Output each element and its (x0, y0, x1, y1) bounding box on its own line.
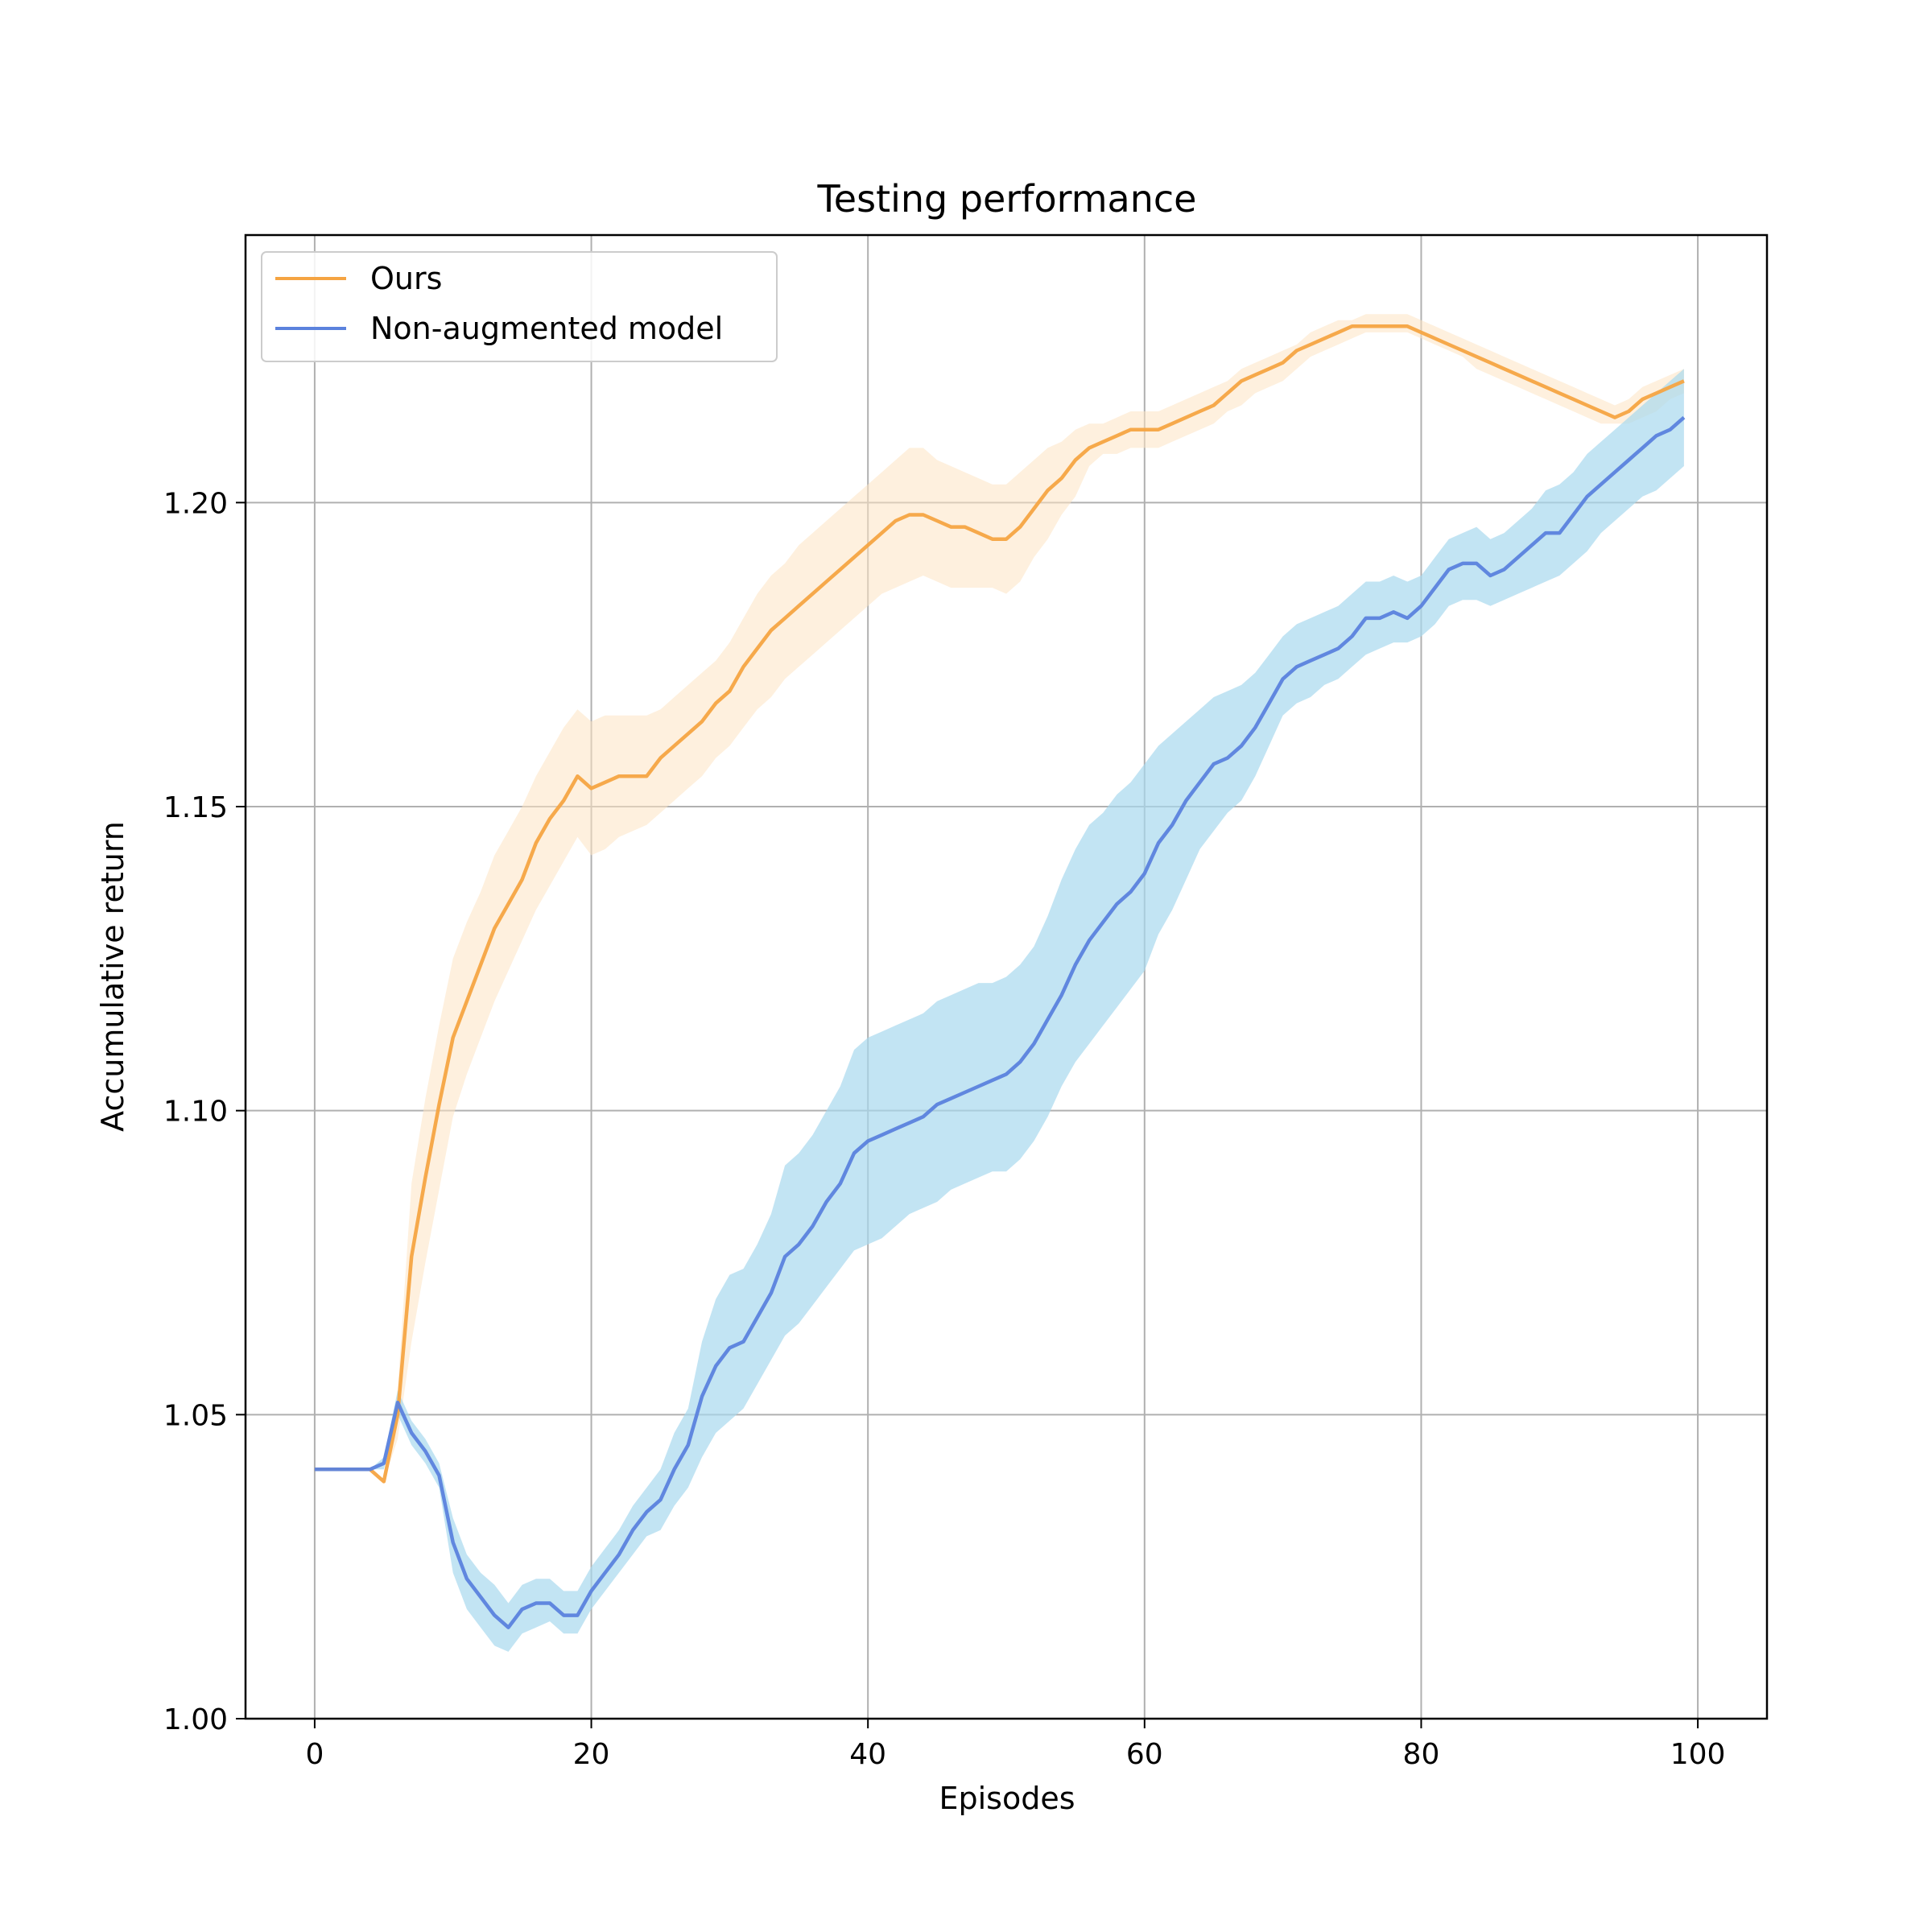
plot-frame (244, 233, 1769, 1720)
x-tick-label: 100 (1670, 1738, 1726, 1771)
x-tick-label: 60 (1126, 1738, 1163, 1771)
series-line-non-augmented-model (314, 415, 1686, 1629)
y-tick-label: 1.15 (163, 791, 228, 824)
y-tick-label: 1.20 (163, 487, 228, 520)
series-line-ours (314, 324, 1685, 1484)
legend-label-non-augmented-model: Non-augmented model (370, 311, 723, 346)
x-axis-ticks: 0 20 40 60 80 100 (305, 1719, 1725, 1771)
x-tick-label: 40 (849, 1738, 886, 1771)
series-lines (314, 324, 1686, 1629)
x-tick-label: 0 (305, 1738, 324, 1771)
confidence-bands (314, 314, 1684, 1652)
x-tick-label: 80 (1403, 1738, 1440, 1771)
legend: Ours Non-augmented model (261, 251, 778, 362)
y-axis-ticks: 1.00 1.05 1.10 1.15 1.20 (163, 487, 246, 1736)
chart-title: Testing performance (817, 177, 1197, 221)
y-tick-label: 1.05 (163, 1399, 228, 1432)
y-axis-label: Accumulative return (95, 821, 130, 1132)
x-axis-label: Episodes (939, 1781, 1075, 1816)
y-tick-label: 1.00 (163, 1703, 228, 1736)
band-ours (314, 314, 1684, 1482)
y-tick-label: 1.10 (163, 1096, 228, 1129)
x-tick-label: 20 (573, 1738, 610, 1771)
legend-box (261, 251, 778, 362)
legend-label-ours: Ours (370, 261, 442, 296)
band-non-augmented-model (314, 369, 1684, 1652)
